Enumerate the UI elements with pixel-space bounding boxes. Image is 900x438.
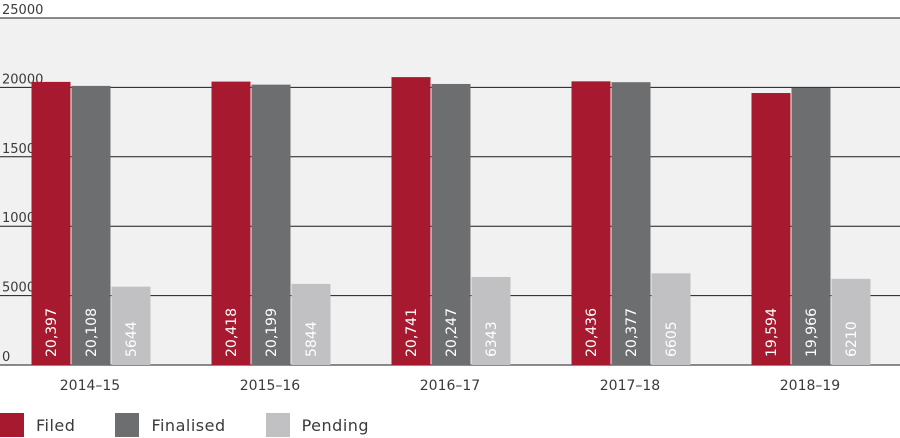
legend-swatch-finalised bbox=[115, 413, 140, 437]
bar-value-label: 19,966 bbox=[804, 308, 820, 357]
legend-item-finalised: Finalised bbox=[115, 413, 225, 437]
bar-filed bbox=[751, 93, 791, 365]
y-tick-label: 0 bbox=[2, 350, 10, 365]
bar-value-label: 20,397 bbox=[44, 308, 60, 357]
bar-value-label: 5844 bbox=[304, 321, 320, 357]
legend-label-filed: Filed bbox=[36, 415, 76, 435]
bar-value-label: 6605 bbox=[664, 321, 680, 357]
bar-value-label: 20,436 bbox=[584, 308, 600, 357]
bar-value-label: 5644 bbox=[124, 321, 140, 357]
x-tick-label: 2015–16 bbox=[240, 378, 301, 394]
legend-item-pending: Pending bbox=[265, 413, 370, 437]
bars bbox=[31, 77, 871, 366]
bar-finalised bbox=[251, 84, 291, 365]
x-tick-label: 2018–19 bbox=[780, 378, 840, 394]
legend-swatch-pending bbox=[265, 413, 290, 437]
bar-pending bbox=[111, 286, 151, 365]
bar-value-label: 6343 bbox=[484, 321, 500, 357]
bar-pending bbox=[651, 273, 691, 365]
bar-filed bbox=[391, 77, 431, 365]
legend-label-finalised: Finalised bbox=[151, 415, 226, 435]
legend: Filed Finalised Pending bbox=[0, 412, 409, 438]
bar-filed bbox=[31, 81, 71, 365]
bar-value-label: 20,741 bbox=[404, 308, 420, 357]
bar-finalised bbox=[71, 85, 111, 365]
legend-item-filed: Filed bbox=[0, 413, 75, 437]
bar-filed bbox=[211, 81, 251, 366]
bar-value-label: 20,377 bbox=[624, 308, 640, 357]
legend-label-pending: Pending bbox=[301, 415, 370, 435]
y-tick-label: 25000 bbox=[2, 3, 43, 18]
bar-pending bbox=[291, 283, 331, 365]
bar-pending bbox=[471, 276, 511, 365]
bar-value-label: 20,418 bbox=[224, 308, 240, 357]
bar-finalised bbox=[431, 83, 471, 365]
x-axis-tick-labels: 2014–15 2015–16 2016–17 2017–18 2018–19 bbox=[60, 378, 840, 394]
bar-filed bbox=[571, 81, 611, 365]
bar-value-label: 20,108 bbox=[84, 308, 100, 357]
legend-swatch-filed bbox=[0, 413, 24, 437]
y-tick-label: 5000 bbox=[2, 281, 35, 296]
bar-finalised bbox=[791, 87, 831, 365]
bar-value-label: 6210 bbox=[844, 321, 860, 357]
bar-finalised bbox=[611, 82, 651, 365]
x-tick-label: 2017–18 bbox=[600, 378, 660, 394]
bar-value-label: 19,594 bbox=[764, 308, 780, 357]
bar-pending bbox=[831, 278, 871, 365]
x-tick-label: 2016–17 bbox=[420, 378, 480, 394]
bar-data-labels: 20,397 20,108 5644 20,418 20,199 5844 20,741 20… bbox=[44, 308, 860, 357]
bar-value-label: 20,247 bbox=[444, 308, 460, 357]
x-tick-label: 2014–15 bbox=[60, 378, 120, 394]
bar-value-label: 20,199 bbox=[264, 308, 280, 357]
